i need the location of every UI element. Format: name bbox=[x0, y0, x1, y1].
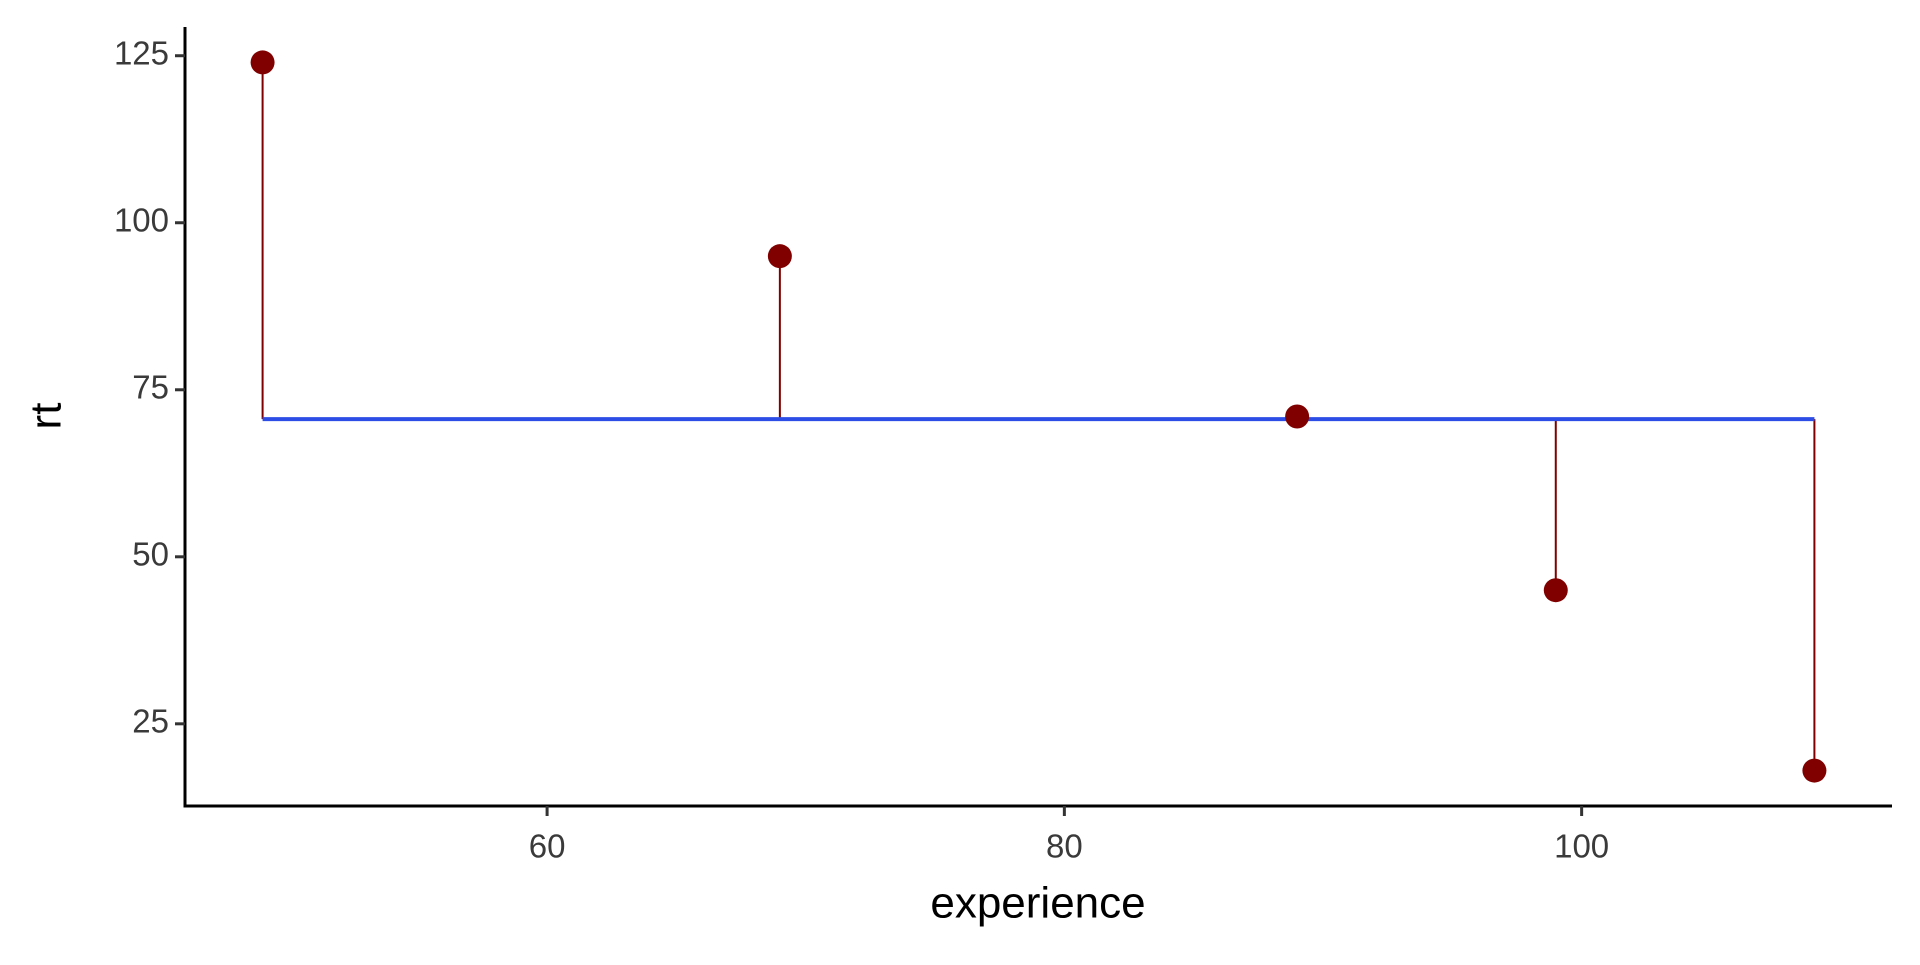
y-tick-label: 100 bbox=[114, 201, 169, 238]
x-tick-label: 60 bbox=[529, 828, 566, 865]
x-axis-title: experience bbox=[930, 879, 1145, 928]
y-tick-label: 125 bbox=[114, 34, 169, 71]
y-axis-title: rt bbox=[22, 403, 71, 430]
y-tick-label: 50 bbox=[132, 536, 169, 573]
y-tick-label: 25 bbox=[132, 703, 169, 740]
y-tick-label: 75 bbox=[132, 368, 169, 405]
x-tick-label: 100 bbox=[1554, 828, 1609, 865]
point bbox=[250, 50, 275, 75]
x-tick-label: 80 bbox=[1046, 828, 1083, 865]
point bbox=[1285, 404, 1310, 429]
point bbox=[1802, 758, 1827, 783]
point bbox=[767, 244, 792, 269]
point bbox=[1543, 578, 1568, 603]
